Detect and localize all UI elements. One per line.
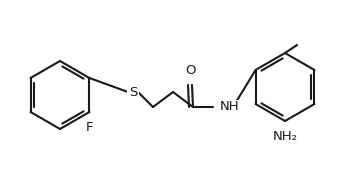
- Text: NH: NH: [220, 100, 240, 113]
- Text: NH₂: NH₂: [273, 130, 298, 143]
- Text: S: S: [129, 85, 137, 98]
- Text: O: O: [185, 64, 195, 77]
- Text: F: F: [86, 121, 93, 134]
